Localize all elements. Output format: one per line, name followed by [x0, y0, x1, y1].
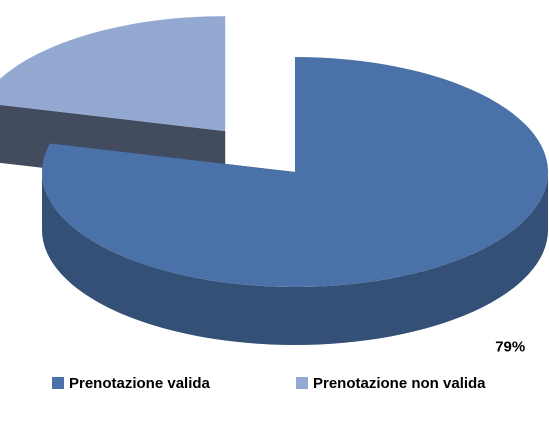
- legend-swatch: [296, 377, 308, 389]
- legend-label: Prenotazione non valida: [313, 375, 486, 392]
- slice: [42, 57, 549, 345]
- data-label: 79%: [495, 339, 525, 356]
- slice-side: [42, 172, 548, 345]
- slice-top: [42, 57, 549, 287]
- legend-swatch: [52, 377, 64, 389]
- slice-top: [0, 16, 226, 132]
- legend-label: Prenotazione valida: [69, 375, 211, 392]
